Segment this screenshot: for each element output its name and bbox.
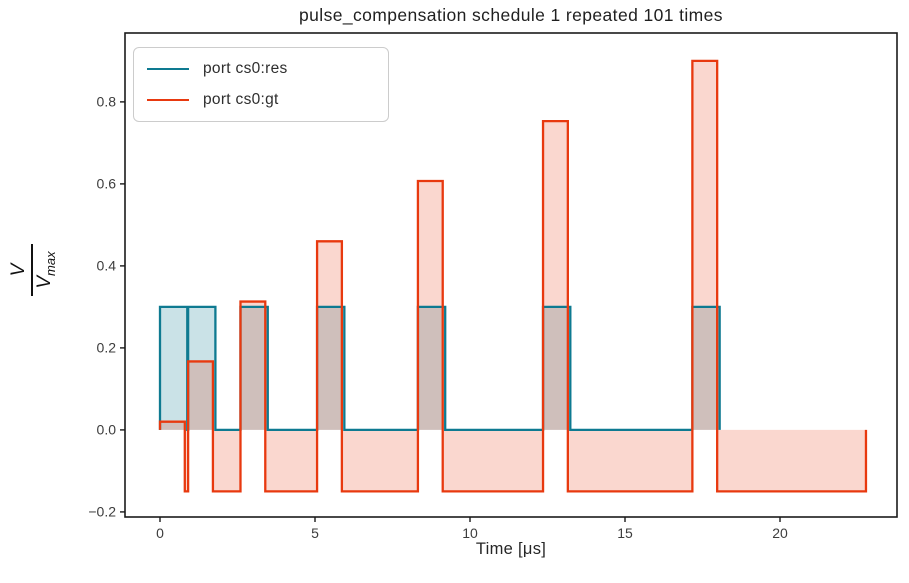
- y-tick-label: 0.8: [97, 94, 117, 110]
- legend-item-gt: port cs0:gt: [147, 88, 374, 112]
- y-tick-label: 0.4: [97, 258, 117, 274]
- y-tick-label: 0.0: [97, 422, 117, 438]
- legend-item-res: port cs0:res: [147, 57, 374, 81]
- x-tick-label: 15: [617, 525, 633, 541]
- series-line-1: [158, 59, 868, 493]
- legend-line-swatch-res: [147, 67, 189, 71]
- y-axis-denominator-base: V: [33, 275, 55, 289]
- y-axis-denominator-sub: max: [42, 251, 58, 276]
- x-tick-label: 20: [772, 525, 788, 541]
- series-fills: [160, 60, 866, 492]
- y-tick-label: −0.2: [88, 504, 116, 520]
- axes-spines: [124, 32, 898, 518]
- series-lines: [158, 59, 868, 493]
- x-tick-label: 0: [156, 525, 164, 541]
- legend-label-gt: port cs0:gt: [203, 91, 279, 108]
- series-fill-1: [160, 60, 866, 492]
- axis-ticks: 0 5 10 15 20 −0.2 0.0 0.2 0.4 0.6 0.8: [88, 94, 788, 541]
- y-tick-label: 0.6: [97, 176, 117, 192]
- x-axis-label: Time [μs]: [475, 540, 547, 558]
- y-axis-denominator: Vmax: [34, 251, 61, 288]
- legend-box: port cs0:res port cs0:gt: [133, 47, 389, 122]
- x-tick-label: 10: [462, 525, 478, 541]
- y-axis-numerator: V: [8, 263, 30, 277]
- y-axis-fraction: V Vmax: [8, 244, 61, 296]
- y-tick-label: 0.2: [97, 340, 117, 356]
- x-tick-label: 5: [311, 525, 319, 541]
- fraction-bar: [31, 244, 33, 296]
- legend-label-res: port cs0:res: [203, 60, 288, 77]
- legend-line-swatch-gt: [147, 98, 189, 102]
- chart-title: pulse_compensation schedule 1 repeated 1…: [299, 5, 723, 25]
- y-axis-label: V Vmax: [5, 215, 65, 325]
- series-fill-0: [160, 306, 720, 430]
